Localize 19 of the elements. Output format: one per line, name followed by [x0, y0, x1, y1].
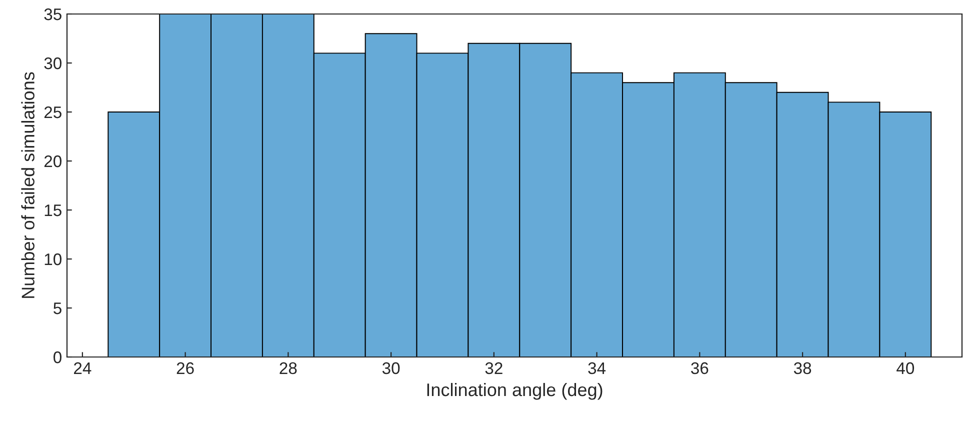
x-axis-title: Inclination angle (deg)	[427, 382, 602, 400]
x-tick-label: 32	[485, 362, 502, 374]
y-tick-label: 10	[44, 253, 62, 266]
y-tick-label: 25	[44, 106, 62, 118]
y-tick-label: 0	[54, 351, 62, 364]
x-tick-label: 34	[588, 362, 606, 374]
y-tick-label: 30	[44, 57, 62, 70]
x-tick-label: 26	[176, 362, 194, 374]
y-tick-label: 5	[54, 302, 62, 314]
x-tick-label: 40	[896, 362, 914, 374]
y-tick-label: 20	[44, 155, 62, 168]
y-axis-title: Number of failed simulations	[21, 72, 34, 298]
x-tick-label: 30	[382, 362, 400, 374]
y-tick-label: 35	[44, 8, 62, 20]
y-tick-label: 15	[44, 204, 62, 216]
x-tick-label: 38	[794, 362, 812, 374]
x-tick-label: 28	[280, 362, 297, 374]
x-tick-label: 24	[74, 362, 92, 374]
x-tick-label: 36	[691, 362, 708, 374]
